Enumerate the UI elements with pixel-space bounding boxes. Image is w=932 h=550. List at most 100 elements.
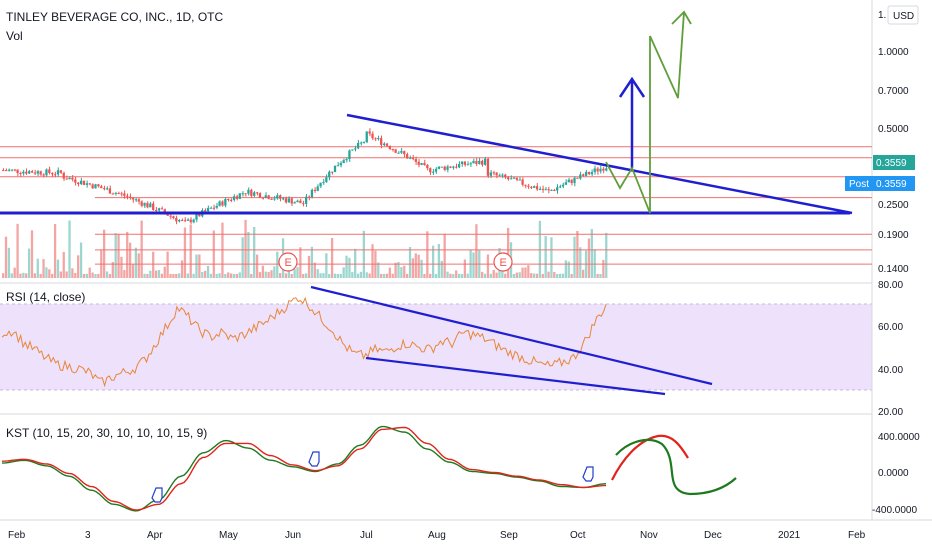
volume-bar <box>527 265 530 278</box>
volume-bar <box>51 273 54 278</box>
candle-body <box>175 218 178 222</box>
candle-body <box>186 219 189 221</box>
candle-body <box>45 169 48 176</box>
candle-body <box>547 189 550 191</box>
candle-body <box>241 193 244 195</box>
candle-body <box>406 154 409 159</box>
volume-bar <box>111 262 114 278</box>
volume-bar <box>515 272 518 278</box>
volume-bar <box>244 219 247 278</box>
volume-bar <box>408 247 412 278</box>
candle-body <box>582 174 585 176</box>
volume-bar <box>59 271 62 278</box>
volume-bar <box>279 273 282 278</box>
time-tick: 2021 <box>778 530 801 541</box>
candle-body <box>532 186 536 188</box>
candle-body <box>105 188 109 190</box>
price-tick: 0.7000 <box>878 86 909 97</box>
volume-bar <box>114 233 117 278</box>
volume-bar <box>535 273 539 278</box>
volume-bar <box>400 267 403 278</box>
candle-body <box>131 197 135 200</box>
volume-bar <box>582 269 585 278</box>
chart-title: TINLEY BEVERAGE CO, INC., 1D, OTC <box>6 10 223 24</box>
candle-body <box>596 168 599 172</box>
volume-bar <box>137 253 140 278</box>
candle-body <box>4 170 8 172</box>
volume-bar <box>354 248 357 278</box>
volume-bar <box>183 227 187 278</box>
candle-body <box>579 174 582 179</box>
volume-bar <box>178 273 181 278</box>
volume-bar <box>36 258 39 278</box>
price-tick: 0.5000 <box>878 124 909 135</box>
volume-bar <box>149 270 152 278</box>
price-tick: 1.0000 <box>878 47 909 58</box>
price-tick: 0.1400 <box>878 264 909 275</box>
volume-bar <box>518 272 521 278</box>
candle-body <box>53 174 57 176</box>
candle-body <box>204 210 207 212</box>
currency-button[interactable] <box>887 5 919 25</box>
candle-body <box>279 195 282 199</box>
rsi-tick: 40.00 <box>878 365 903 376</box>
candle-body <box>587 171 591 175</box>
candle-body <box>351 149 354 151</box>
price-tick: 1. <box>878 10 886 21</box>
candle-body <box>605 168 608 171</box>
candle-body <box>71 177 74 180</box>
volume-bar <box>492 269 495 278</box>
volume-bar <box>382 273 386 278</box>
volume-bar <box>599 273 602 278</box>
volume-bar <box>140 220 143 278</box>
volume-bar <box>201 271 204 278</box>
candle-body <box>218 201 221 206</box>
time-tick: Apr <box>147 530 163 541</box>
volume-bar <box>267 272 270 278</box>
volume-bar <box>30 230 34 278</box>
volume-bar <box>307 255 311 278</box>
candle-body <box>541 188 544 190</box>
candle-body <box>345 159 348 161</box>
volume-bar <box>302 273 305 278</box>
volume-bar <box>45 267 48 278</box>
volume-bar <box>284 273 288 278</box>
candle-body <box>149 203 152 208</box>
volume-bar <box>68 220 71 278</box>
volume-bar <box>160 273 163 278</box>
resistance-trendline <box>346 113 853 215</box>
volume-bar <box>440 260 443 278</box>
candle-body <box>22 171 25 174</box>
volume-bar <box>426 231 429 278</box>
candle-body <box>478 160 481 164</box>
candle-body <box>16 169 19 174</box>
volume-bar <box>437 244 441 278</box>
candle-body <box>518 179 521 181</box>
candle-body <box>117 193 120 195</box>
candle-body <box>325 177 328 183</box>
volume-bar <box>489 273 492 278</box>
candle-body <box>452 166 455 168</box>
candle-body <box>123 193 126 196</box>
candle-body <box>463 161 466 165</box>
volume-bar <box>391 273 394 278</box>
volume-bar <box>206 265 210 278</box>
candle-body <box>362 142 365 144</box>
candle-body <box>388 145 391 149</box>
volume-bar <box>103 229 106 278</box>
candle-body <box>434 168 438 172</box>
candle-body <box>316 186 319 191</box>
candle-body <box>79 180 83 185</box>
volume-bar <box>253 227 256 278</box>
candle-body <box>2 170 5 172</box>
candle-body <box>411 157 415 160</box>
candle-body <box>273 198 276 200</box>
candle-body <box>599 168 602 172</box>
candle-body <box>509 178 513 180</box>
candle-body <box>368 131 371 134</box>
volume-bar <box>123 270 126 278</box>
volume-label: Vol <box>6 29 23 43</box>
candle-body <box>394 149 397 153</box>
candle-body <box>492 172 495 174</box>
